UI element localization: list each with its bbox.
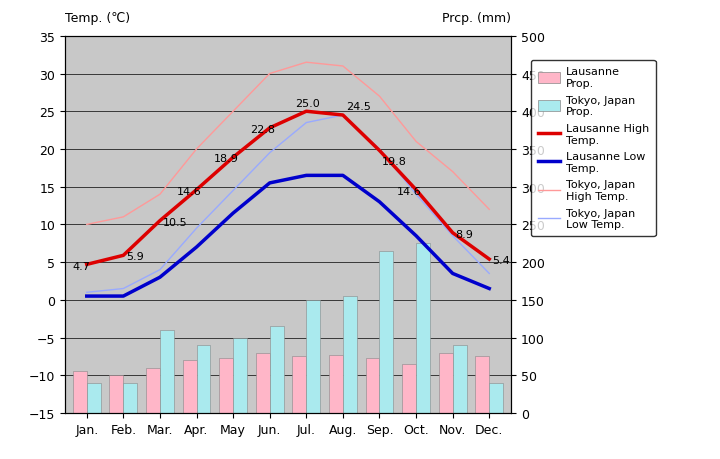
Bar (306, 300, 320, 413)
Bar (123, 383, 138, 413)
Legend: Lausanne
Prop., Tokyo, Japan
Prop., Lausanne High
Temp., Lausanne Low
Temp., Tok: Lausanne Prop., Tokyo, Japan Prop., Laus… (531, 61, 655, 236)
Bar (453, 345, 467, 413)
Text: 19.8: 19.8 (382, 157, 407, 167)
Bar (438, 353, 453, 413)
Bar (379, 251, 393, 413)
Bar (86, 383, 101, 413)
Bar (366, 358, 379, 413)
Bar (402, 364, 416, 413)
Bar (343, 297, 357, 413)
Text: 8.9: 8.9 (456, 230, 473, 239)
Bar (475, 357, 490, 413)
Bar (416, 244, 430, 413)
Text: Temp. (℃): Temp. (℃) (65, 12, 130, 25)
Bar (109, 375, 123, 413)
Bar (270, 326, 284, 413)
Text: 4.7: 4.7 (73, 261, 91, 271)
Text: 10.5: 10.5 (163, 217, 187, 227)
Bar (292, 357, 306, 413)
Bar (160, 330, 174, 413)
Bar (146, 368, 160, 413)
Text: 25.0: 25.0 (295, 99, 320, 108)
Text: 22.8: 22.8 (251, 125, 275, 134)
Text: 5.9: 5.9 (126, 252, 144, 262)
Bar (197, 345, 210, 413)
Text: 18.9: 18.9 (214, 154, 238, 164)
Bar (490, 383, 503, 413)
Bar (256, 353, 270, 413)
Bar (233, 338, 247, 413)
Text: 5.4: 5.4 (492, 256, 510, 266)
Bar (73, 371, 86, 413)
Bar (219, 358, 233, 413)
Bar (183, 360, 197, 413)
Text: 14.6: 14.6 (397, 186, 421, 196)
Text: Prcp. (mm): Prcp. (mm) (442, 12, 511, 25)
Text: 24.5: 24.5 (346, 102, 371, 112)
Text: 14.6: 14.6 (177, 186, 202, 196)
Bar (329, 355, 343, 413)
